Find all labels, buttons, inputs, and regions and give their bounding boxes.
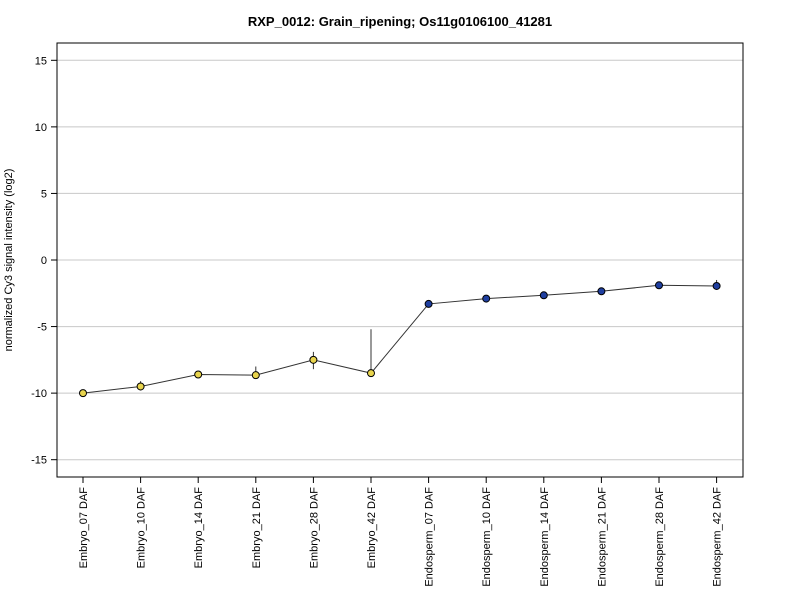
y-axis-label: normalized Cy3 signal intensity (log2) — [3, 169, 15, 352]
x-tick-label: Endosperm_07 DAF — [424, 487, 436, 587]
x-tick-label: Embryo_42 DAF — [366, 487, 378, 569]
y-tick-label: 0 — [41, 255, 47, 267]
data-point — [539, 291, 548, 300]
grid-lines — [57, 59, 743, 461]
x-tick-label: Embryo_28 DAF — [308, 487, 320, 569]
plot-frame — [56, 42, 744, 478]
y-tick-label: -10 — [31, 388, 47, 400]
data-point — [309, 355, 318, 364]
x-tick-label: Endosperm_28 DAF — [654, 487, 666, 587]
data-point — [655, 281, 663, 290]
data-point — [424, 299, 433, 308]
y-tick-label: 5 — [41, 188, 47, 200]
data-point — [251, 371, 260, 380]
x-tick-label: Endosperm_14 DAF — [539, 487, 551, 587]
x-tick-label: Endosperm_10 DAF — [481, 487, 493, 587]
data-point — [194, 370, 203, 379]
x-tick-label: Embryo_07 DAF — [78, 487, 90, 569]
data-point — [482, 294, 491, 303]
data-point — [136, 382, 145, 391]
y-tick-label: -5 — [37, 322, 47, 334]
data-point — [367, 369, 375, 378]
x-tick-label: Embryo_14 DAF — [193, 487, 205, 569]
series-group — [79, 279, 721, 398]
y-tick-label: 10 — [35, 122, 47, 134]
chart-title: RXP_0012: Grain_ripening; Os11g0106100_4… — [248, 14, 552, 29]
x-tick-label: Endosperm_42 DAF — [712, 487, 724, 587]
data-point — [712, 281, 721, 290]
y-axis: -15 -10 -5 0 5 10 15 — [31, 55, 57, 467]
data-point — [79, 389, 87, 398]
data-point — [597, 287, 606, 296]
x-tick-label: Embryo_21 DAF — [251, 487, 263, 569]
y-tick-label: -15 — [31, 455, 47, 467]
x-tick-label: Embryo_10 DAF — [136, 487, 148, 569]
series-line — [82, 284, 717, 394]
x-tick-label: Endosperm_21 DAF — [596, 487, 608, 587]
y-tick-label: 15 — [35, 55, 47, 67]
x-axis: Embryo_07 DAF Embryo_10 DAF Embryo_14 DAF E… — [78, 477, 724, 587]
